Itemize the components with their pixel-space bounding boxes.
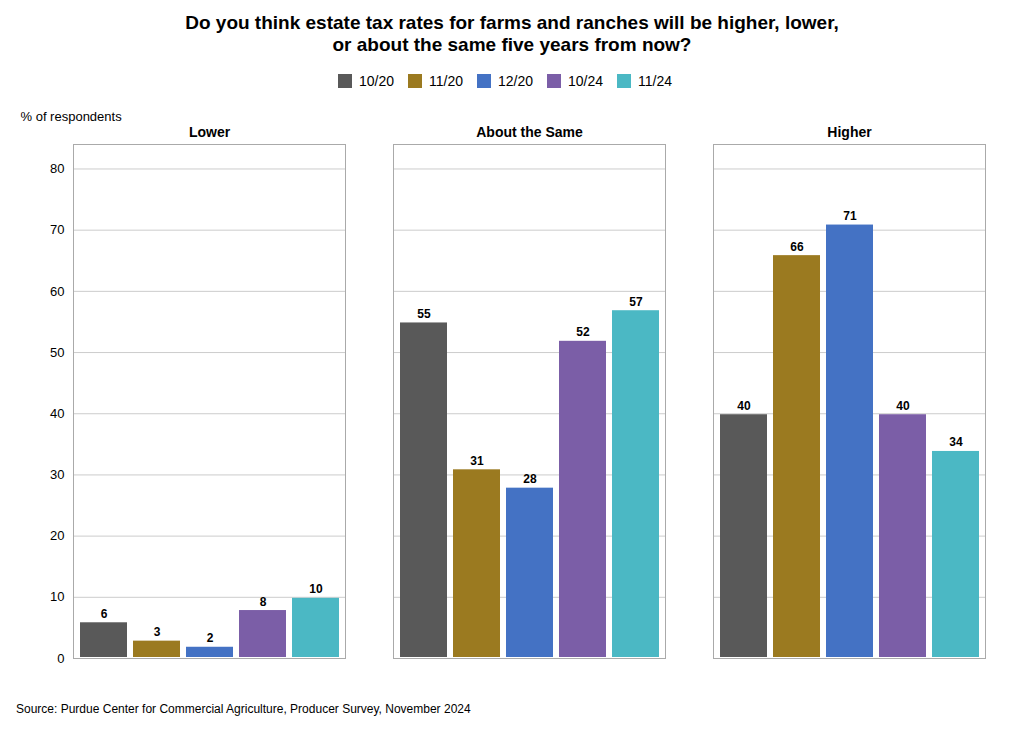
svg-text:40: 40: [50, 406, 64, 421]
svg-text:57: 57: [629, 295, 643, 309]
html-text:10/20: 10/20: [358, 72, 394, 89]
svg-text:31: 31: [470, 454, 484, 468]
html-text:12/20: 12/20: [498, 72, 533, 89]
svg-text:Lower: Lower: [189, 124, 231, 140]
svg-text:80: 80: [50, 161, 64, 176]
svg-text:0: 0: [57, 651, 64, 666]
html-text:Source: Purdue Center for Comm: Source: Purdue Center for Commercial Agr…: [16, 702, 471, 716]
svg-text:55: 55: [417, 307, 431, 321]
svg-text:Higher: Higher: [827, 124, 872, 140]
svg-text:40: 40: [896, 399, 910, 413]
svg-text:28: 28: [523, 472, 537, 486]
svg-text:6: 6: [101, 607, 108, 621]
svg-text:10: 10: [309, 582, 323, 596]
svg-text:70: 70: [50, 222, 64, 237]
svg-text:20: 20: [50, 528, 64, 543]
svg-text:8: 8: [260, 595, 267, 609]
svg-text:71: 71: [843, 209, 857, 223]
svg-text:% of respondents: % of respondents: [21, 109, 123, 124]
svg-text:30: 30: [50, 467, 64, 482]
html-text:11/24: 11/24: [638, 72, 673, 89]
svg-text:10: 10: [50, 589, 64, 604]
svg-text:52: 52: [576, 325, 590, 339]
svg-text:50: 50: [50, 345, 64, 360]
svg-text:40: 40: [737, 399, 751, 413]
html-text:Do you think estate tax rates: Do you think estate tax rates for farms …: [185, 12, 839, 55]
html-text:10/24: 10/24: [568, 72, 604, 89]
svg-text:3: 3: [154, 625, 161, 639]
svg-text:34: 34: [949, 435, 963, 449]
svg-text:About the Same: About the Same: [476, 124, 583, 140]
svg-text:60: 60: [50, 284, 64, 299]
svg-text:2: 2: [207, 631, 214, 645]
svg-text:66: 66: [790, 240, 804, 254]
html-text:11/20: 11/20: [429, 72, 463, 89]
